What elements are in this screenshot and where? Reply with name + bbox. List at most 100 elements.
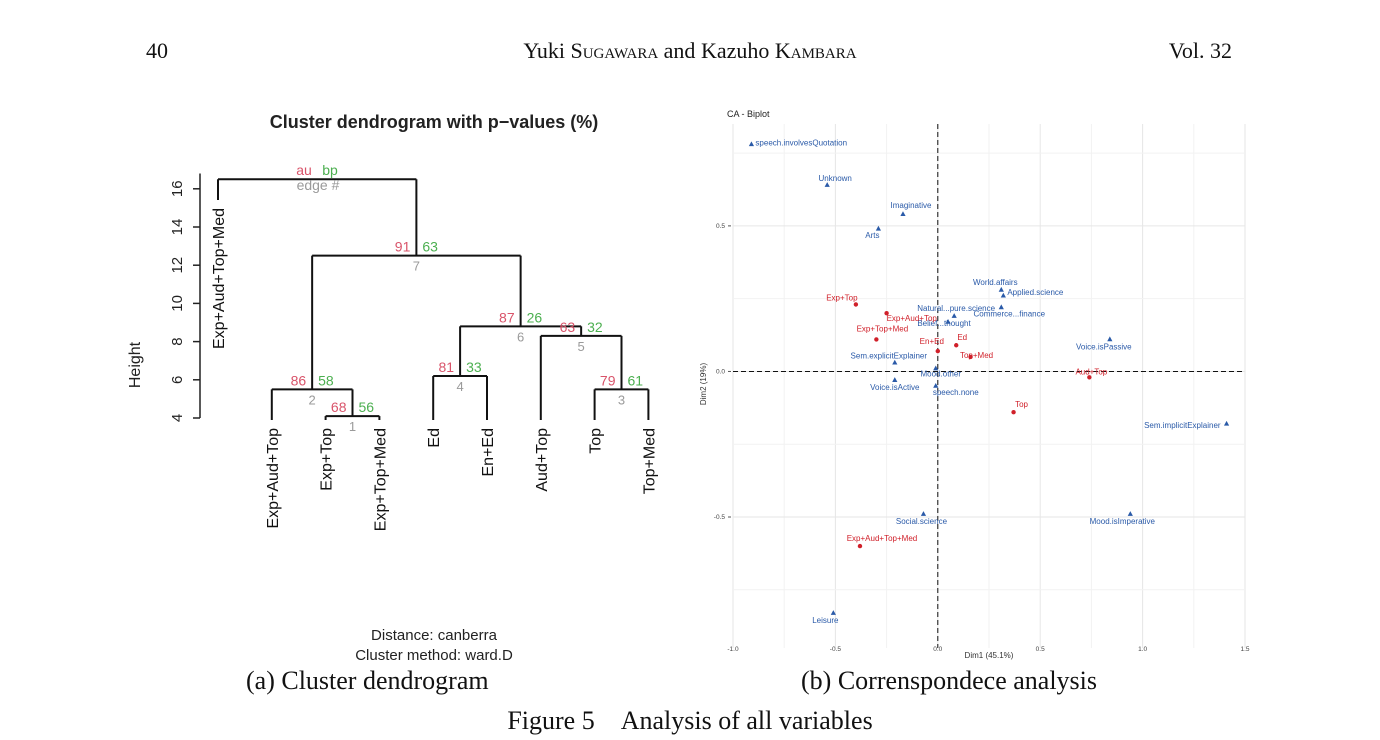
author-2-family: Kambara	[774, 38, 857, 63]
biplot-point-label: Aud+Top	[1075, 367, 1107, 376]
biplot-point-label: Voice.isPassive	[1076, 342, 1132, 351]
running-head: Yuki Sugawara and Kazuho Kambara	[0, 38, 1380, 64]
au-value: 63	[560, 319, 576, 335]
biplot-variable-marker	[933, 365, 939, 371]
biplot-category-marker	[874, 337, 879, 342]
biplot-point-label: Applied.science	[1007, 288, 1064, 297]
biplot-variable-marker	[998, 286, 1004, 292]
y-tick-label: 4	[169, 414, 186, 422]
x-tick-label: -0.5	[830, 646, 842, 653]
bp-value: 33	[466, 359, 482, 375]
biplot-point-label: Exp+Top	[826, 293, 858, 302]
edge-number: 1	[349, 419, 356, 434]
edge-number: 5	[578, 339, 585, 354]
leaf-label: Aud+Top	[534, 428, 551, 492]
author-2-given: Kazuho	[700, 38, 770, 63]
biplot-variable-marker	[900, 211, 906, 217]
biplot-point-label: Social.science	[896, 517, 948, 526]
biplot-category-marker	[884, 311, 889, 316]
biplot-point-label: Unknown	[819, 174, 852, 183]
legend-bp: bp	[322, 162, 338, 178]
biplot-point-label: Exp+Aud+Top+Med	[847, 534, 918, 543]
biplot-point-label: Ed	[957, 333, 967, 342]
biplot-point-label: Exp+Aud+Top	[887, 314, 938, 323]
biplot-variable-marker	[1127, 511, 1133, 516]
leaf-label: Top	[588, 428, 605, 454]
au-value: 68	[331, 399, 347, 415]
leaf-label: Top+Med	[641, 428, 658, 494]
legend-edge: edge #	[297, 177, 340, 193]
biplot-variable-marker	[1000, 292, 1006, 298]
bp-value: 63	[422, 239, 438, 255]
biplot-point-label: Leisure	[812, 616, 839, 625]
edge-number: 7	[413, 259, 420, 274]
y-tick-label: 0.0	[716, 368, 725, 375]
biplot-point-label: Voice.isActive	[870, 383, 920, 392]
biplot-point-label: speech.involvesQuotation	[755, 138, 847, 147]
biplot-variable-marker	[920, 511, 927, 516]
biplot-category-marker	[1087, 375, 1092, 380]
au-value: 91	[395, 239, 411, 255]
biplot-variable-marker	[1107, 336, 1113, 342]
leaf-label: Exp+Aud+Top+Med	[211, 208, 228, 349]
biplot-variable-marker	[998, 304, 1004, 310]
y-tick-label: 8	[169, 337, 186, 345]
author-1-family: Sugawara	[570, 38, 659, 63]
page-number: 40	[146, 38, 168, 63]
author-1-given: Yuki	[523, 38, 565, 63]
edge-number: 2	[309, 392, 316, 407]
biplot-point-label: Arts	[865, 231, 879, 240]
dendrogram-title: Cluster dendrogram with p−values (%)	[270, 112, 599, 132]
au-value: 81	[439, 359, 455, 375]
y-tick-label: 0.5	[716, 223, 725, 230]
au-value: 86	[291, 372, 307, 388]
biplot-category-marker	[935, 348, 940, 354]
bp-value: 26	[527, 309, 543, 325]
y-tick-label: 14	[169, 219, 186, 236]
biplot-variable-marker	[892, 359, 898, 365]
dendrogram-distance-note: Distance: canberra	[371, 627, 498, 644]
biplot-variable-marker	[748, 141, 755, 147]
legend-au: au	[296, 162, 312, 178]
biplot-variable-marker	[951, 313, 957, 318]
biplot-point-label: speech.none	[933, 388, 979, 397]
dendrogram-ylabel: Height	[127, 341, 144, 388]
biplot-variable-marker	[824, 182, 830, 187]
leaf-label: Exp+Top	[319, 428, 336, 491]
biplot-title: CA - Biplot	[727, 109, 770, 119]
biplot-point-label: Commerce...finance	[973, 309, 1045, 318]
biplot-variable-marker	[945, 318, 951, 324]
biplot-point-label: Mood.other	[921, 370, 962, 379]
biplot-ylabel: Dim2 (19%)	[699, 363, 708, 406]
leaf-label: Exp+Top+Med	[372, 428, 389, 531]
y-tick-label: 16	[169, 180, 186, 197]
author-connector: and	[663, 38, 696, 63]
biplot-point-label: World.affairs	[973, 278, 1018, 287]
x-tick-label: 0.5	[1036, 646, 1045, 653]
biplot-point-label: Belief...thought	[917, 319, 971, 328]
biplot-variable-marker	[892, 377, 898, 382]
x-tick-label: -1.0	[727, 646, 739, 653]
x-tick-label: 1.5	[1240, 646, 1249, 653]
y-tick-label: 10	[169, 295, 186, 312]
leaf-label: En+Ed	[480, 428, 497, 476]
edge-number: 3	[618, 392, 625, 407]
leaf-label: Ed	[426, 428, 443, 448]
biplot-category-marker	[853, 302, 859, 307]
y-tick-label: -0.5	[714, 514, 726, 521]
au-value: 79	[600, 372, 616, 388]
biplot-category-marker	[954, 343, 959, 348]
biplot-point-label: Sem.implicitExplainer	[1144, 421, 1221, 430]
biplot-category-marker	[857, 543, 863, 549]
biplot-point-label: Imaginative	[891, 201, 932, 210]
biplot-point-label: Mood.isImperative	[1090, 517, 1156, 526]
au-value: 87	[499, 309, 515, 325]
subcaption-a: (a) Cluster dendrogram	[246, 666, 489, 695]
biplot-point-label: Sem.explicitExplainer	[851, 352, 928, 361]
biplot-point-label: Exp+Top+Med	[857, 324, 909, 333]
biplot-xlabel: Dim1 (45.1%)	[965, 651, 1014, 660]
biplot-variable-marker	[875, 225, 882, 231]
biplot-category-marker	[1011, 410, 1016, 415]
bp-value: 61	[628, 372, 644, 388]
